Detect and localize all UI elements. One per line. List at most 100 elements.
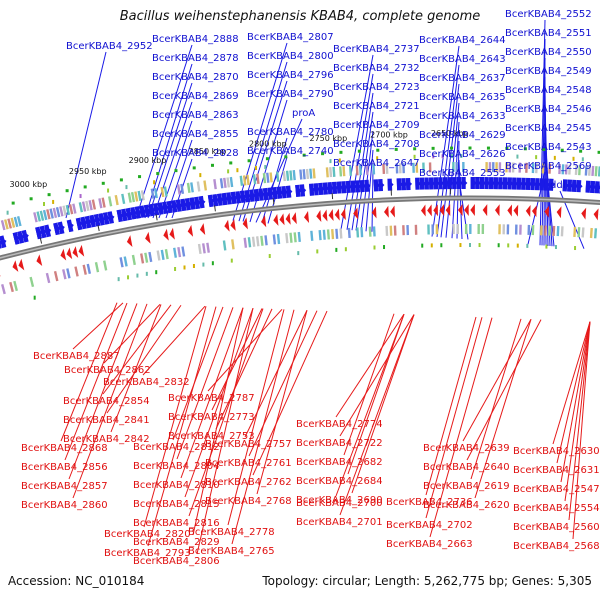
gene-label-forward: BcerKBAB4_2543 <box>505 142 592 153</box>
reverse-gene <box>427 204 432 217</box>
feature-tick <box>507 243 510 248</box>
gene-label-forward: BcerKBAB4_2545 <box>505 123 592 134</box>
forward-gene-body <box>470 177 475 190</box>
feature-tick <box>376 156 379 161</box>
kbp-tick-label: 2700 kbp <box>370 131 408 140</box>
gc-dot <box>376 148 380 152</box>
label-connector <box>365 149 374 232</box>
gene-label-reverse: BcerKBAB4_2832 <box>103 377 190 388</box>
cog-bar <box>98 198 103 209</box>
label-connector <box>180 307 244 479</box>
cog-bar <box>297 231 301 243</box>
forward-gene-body <box>175 199 182 212</box>
reverse-gene <box>224 219 230 232</box>
feature-tick <box>478 243 481 248</box>
gc-dot <box>486 146 490 150</box>
label-connector <box>207 308 283 392</box>
cog-bar <box>74 266 79 277</box>
forward-gene-body <box>424 177 429 190</box>
cog-bar <box>10 217 16 228</box>
forward-gene-body <box>267 187 274 200</box>
reverse-gene <box>12 260 19 272</box>
gene-label-reverse: BcerKBAB4_2630 <box>513 446 600 457</box>
forward-gene-body <box>39 225 47 239</box>
forward-gene-body <box>21 229 29 243</box>
forward-gene-body <box>498 177 503 190</box>
cog-bar <box>160 186 165 198</box>
forward-gene-body <box>452 177 457 190</box>
forward-gene-body <box>512 177 517 190</box>
gc-dot <box>156 172 160 176</box>
forward-gene-body <box>378 179 384 192</box>
cog-bar <box>593 228 598 239</box>
kbp-tick-label: 2850 kbp <box>189 147 227 156</box>
gene-label-reverse: BcerKBAB4_2773 <box>168 412 255 423</box>
reverse-gene <box>66 247 73 260</box>
label-connector <box>68 303 138 480</box>
cog-bar <box>312 168 316 179</box>
label-connector <box>431 45 460 237</box>
forward-gene-body <box>184 197 191 211</box>
forward-gene-body <box>153 203 160 216</box>
cog-bar <box>332 166 336 177</box>
label-connector <box>142 305 206 376</box>
gene-label-reverse: BcerKBAB4_2868 <box>21 443 108 454</box>
forward-gene-body <box>442 177 448 190</box>
cog-bar <box>181 246 186 257</box>
forward-gene-body <box>253 188 260 202</box>
feature-tick <box>52 199 55 204</box>
cog-bar <box>577 227 581 238</box>
forward-gene-body <box>171 200 178 213</box>
gene-label-reverse: BcerKBAB4_2812 <box>133 442 220 453</box>
gc-dot <box>339 150 343 154</box>
cog-bar <box>52 207 58 218</box>
cog-bar <box>243 237 248 248</box>
cog-bar <box>289 170 293 181</box>
cog-bar <box>16 216 22 227</box>
cog-bar <box>206 242 210 253</box>
cog-bar <box>358 165 362 176</box>
reverse-gene <box>163 228 169 241</box>
cog-bar <box>39 210 45 221</box>
reverse-gene <box>322 209 328 222</box>
forward-gene-body <box>198 195 205 209</box>
forward-gene-body <box>80 216 87 230</box>
feature-tick <box>202 262 205 267</box>
gene-label-reverse: BcerKBAB4_2854 <box>63 396 150 407</box>
reverse-gene <box>273 213 279 226</box>
cog-bar <box>160 249 165 260</box>
cog-bar <box>222 240 227 251</box>
gene-label-forward: BcerKBAB4_2863 <box>152 110 239 121</box>
gene-label-forward: BcerKBAB4_2550 <box>505 47 592 58</box>
kbp-tick-mark <box>97 225 100 232</box>
cog-bar <box>272 234 277 245</box>
reverse-gene <box>261 215 267 228</box>
gene-label-forward: BcerKBAB4_2828 <box>152 148 239 159</box>
gene-label-reverse: BcerKBAB4_2702 <box>386 520 473 531</box>
gc-dot <box>450 146 454 150</box>
feature-tick <box>107 188 110 193</box>
feature-tick <box>297 251 300 256</box>
reverse-gene <box>304 211 310 223</box>
gene-label-reverse: BcerKBAB4_2640 <box>423 462 510 473</box>
gc-dot <box>302 153 306 157</box>
label-connector <box>256 310 308 495</box>
cog-bar <box>584 165 588 176</box>
cog-bar <box>564 164 568 175</box>
gene-label-reverse: BcerKBAB4_2663 <box>386 539 473 550</box>
cog-bar <box>144 252 149 263</box>
gene-label-reverse: BcerKBAB4_2753 <box>168 431 255 442</box>
forward-gene-body <box>44 224 52 238</box>
feature-tick <box>199 173 202 178</box>
forward-gene-body <box>166 200 173 214</box>
feature-tick <box>125 185 128 190</box>
forward-gene-body <box>516 177 522 190</box>
gene-label-forward: BcerKBAB4_2721 <box>333 101 420 112</box>
feature-tick <box>432 154 435 159</box>
gene-label-reverse: BcerKBAB4_2762 <box>205 477 292 488</box>
gene-label-forward: BcerKBAB4_2796 <box>247 70 334 81</box>
reverse-gene <box>445 204 451 217</box>
cog-bar <box>134 191 139 202</box>
cog-bar <box>282 170 286 182</box>
label-connector <box>347 313 405 475</box>
